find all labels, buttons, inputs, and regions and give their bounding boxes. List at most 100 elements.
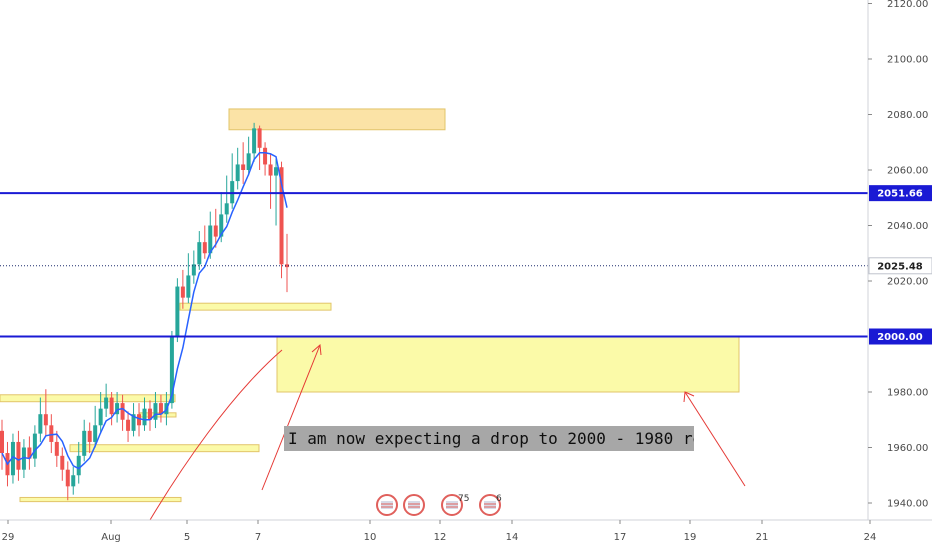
current-price-label: 2025.48: [877, 261, 923, 272]
zone-rectangle: [276, 336, 740, 393]
x-tick-label: 14: [506, 532, 519, 543]
zone-rectangle: [69, 444, 260, 453]
arrow-head: [683, 391, 695, 403]
zone-rectangle: [179, 302, 332, 311]
arrow-line: [684, 391, 746, 487]
x-tick-label: 21: [756, 532, 769, 543]
current-price-tag: [868, 257, 932, 275]
candle-body: [268, 164, 273, 176]
y-tick-label: 2100.00: [887, 55, 928, 66]
level-price-label: 2051.66: [877, 189, 923, 200]
candle-body: [158, 403, 163, 415]
y-tick-label: 2020.00: [887, 277, 928, 288]
candle-body: [175, 286, 180, 337]
candle-body: [219, 214, 224, 237]
moving-average: [1, 152, 288, 470]
event-icons[interactable]: 75 6: [376, 494, 502, 516]
x-tick-label: 29: [2, 532, 15, 543]
level-price-tag: [869, 185, 932, 202]
y-tick-label: 2040.00: [887, 221, 928, 232]
candle-body: [208, 225, 213, 254]
candle-body: [87, 430, 92, 442]
zone-rectangle: [19, 496, 182, 503]
arrows: [149, 343, 746, 521]
x-tick-label: 5: [184, 532, 190, 543]
candle-body: [137, 414, 142, 426]
horizontal-levels[interactable]: 2051.66 2000.00 2025.48: [0, 185, 932, 345]
y-tick-label: 2120.00: [887, 0, 928, 10]
candle-body: [126, 419, 131, 431]
candle-body: [285, 264, 289, 268]
x-tick-label: 19: [684, 532, 697, 543]
flag-icon: [446, 501, 458, 509]
y-tick-label: 1960.00: [887, 443, 928, 454]
curved-arrow: [149, 349, 283, 521]
candle-body: [191, 264, 196, 276]
candle-body: [54, 441, 59, 456]
candle-body: [131, 414, 136, 431]
candle-body: [147, 408, 152, 420]
candle-body: [202, 242, 207, 254]
candle-body: [241, 164, 246, 170]
flag-icon: [484, 501, 496, 509]
arrow-line: [261, 344, 321, 491]
annotation-text: I am now expecting a drop to 2000 - 1980…: [284, 426, 694, 451]
x-tick-label: 10: [364, 532, 377, 543]
candle-body: [27, 447, 32, 459]
candle-body: [153, 403, 158, 420]
candle-body: [43, 414, 48, 426]
candle-body: [10, 441, 15, 476]
candle-body: [38, 414, 43, 434]
candle-body: [257, 128, 262, 148]
ma-line: [1, 152, 288, 470]
event-count-label: 6: [496, 494, 502, 504]
event-count-label: 75: [458, 494, 469, 504]
candle-body: [82, 430, 87, 456]
x-tick-label: 7: [255, 532, 261, 543]
candle-body: [104, 397, 109, 409]
zone-rectangle: [228, 108, 446, 131]
y-tick-label: 1980.00: [887, 388, 928, 399]
level-price-label: 2000.00: [877, 332, 923, 343]
candle-body: [98, 408, 103, 426]
candle-body: [263, 147, 268, 165]
candle-body: [49, 425, 54, 442]
candle-body: [213, 225, 218, 237]
candle-body: [169, 336, 174, 404]
candle-body: [115, 403, 120, 415]
candle-body: [109, 397, 114, 415]
y-tick-label: 2080.00: [887, 110, 928, 121]
x-tick-label: 17: [614, 532, 627, 543]
x-tick-label: Aug: [101, 532, 121, 543]
y-tick-label: 1940.00: [887, 499, 928, 510]
flag-icon: [408, 501, 420, 509]
candle-body: [180, 286, 185, 298]
level-price-tag: [869, 328, 932, 345]
flag-icon: [381, 501, 393, 509]
candle-body: [120, 403, 125, 420]
candle-body: [235, 164, 240, 182]
candle-body: [60, 455, 65, 470]
candle-body: [186, 275, 191, 298]
candle-body: [274, 167, 279, 176]
arrow-head: [311, 343, 322, 356]
candle-body: [279, 167, 284, 265]
candle-body: [32, 433, 37, 459]
candle-body: [252, 128, 257, 154]
x-tick-label: 24: [864, 532, 877, 543]
candle-body: [65, 469, 70, 487]
candle-body: [71, 475, 76, 487]
candle-body: [93, 425, 98, 442]
zone-rectangle: [0, 394, 176, 403]
candle-body: [16, 441, 21, 470]
candle-body: [142, 408, 147, 426]
candle-body: [224, 203, 229, 215]
y-tick-label: 2060.00: [887, 166, 928, 177]
candle-body: [197, 242, 202, 265]
candle-body: [0, 430, 4, 454]
x-tick-label: 12: [434, 532, 447, 543]
candle-body: [21, 447, 26, 470]
